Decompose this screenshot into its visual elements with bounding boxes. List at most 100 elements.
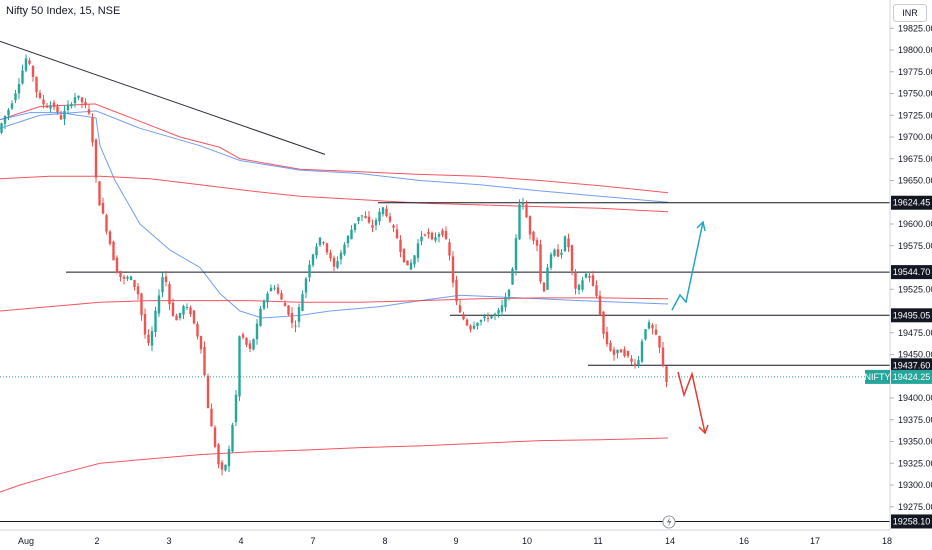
time-tick-label: 14: [665, 536, 675, 546]
candle-body: [514, 238, 518, 270]
last-price-label-bg: [891, 369, 932, 384]
candle-body: [507, 289, 511, 297]
last-price-label: 19424.25: [893, 372, 931, 382]
candle-body: [329, 252, 332, 259]
horizontal-levels: [0, 202, 890, 522]
candle-body: [73, 97, 77, 104]
candle-body: [595, 285, 598, 296]
time-tick-label: 9: [453, 536, 458, 546]
candle-body: [129, 276, 133, 280]
candle-body: [10, 103, 14, 109]
price-tick-label: 19300.00: [898, 480, 932, 490]
candle-body: [542, 282, 546, 292]
candle-body: [280, 293, 283, 300]
level-label-bg: [891, 195, 932, 210]
candle-body: [332, 257, 336, 267]
blue-ma-long: [0, 110, 669, 203]
candle-body: [654, 329, 658, 335]
candle-body: [458, 305, 462, 313]
candle-body: [325, 243, 329, 253]
candle-body: [217, 444, 220, 465]
candle-body: [647, 322, 651, 329]
candle-body: [182, 306, 185, 315]
blue-ma-short: [0, 112, 669, 319]
candle-body: [504, 297, 507, 308]
candle-body: [539, 244, 542, 282]
bullish-arrow-head: [696, 220, 706, 232]
candle-body: [430, 232, 434, 240]
price-tick-label: 19350.00: [898, 437, 932, 447]
bullish-arrow: [671, 221, 704, 311]
candle-body: [378, 211, 381, 222]
bearish-arrow-head: [698, 424, 709, 435]
candle-body: [357, 217, 360, 222]
candle-body: [290, 312, 294, 323]
candle-body: [581, 280, 584, 290]
projection-arrows: [671, 220, 709, 435]
candle-body: [122, 276, 126, 279]
candle-body: [339, 252, 343, 260]
candle-body: [150, 331, 154, 346]
currency-button[interactable]: INR: [893, 4, 927, 22]
candle-body: [28, 60, 31, 64]
candle-body: [87, 109, 91, 114]
level-label: 19258.10: [893, 516, 931, 526]
candle-body: [336, 261, 339, 268]
price-tick-label: 19825.00: [898, 23, 932, 33]
candle-body: [94, 139, 98, 178]
candle-body: [441, 230, 444, 236]
candle-body: [570, 245, 574, 271]
price-tick-label: 19600.00: [898, 219, 932, 229]
candle-body: [360, 215, 364, 217]
time-tick-label: Aug: [18, 536, 34, 546]
candle-body: [136, 286, 140, 295]
candle-body: [35, 76, 38, 93]
moving-average-lines: [0, 103, 669, 493]
level-label-bg: [891, 308, 932, 323]
candle-body: [21, 70, 24, 84]
candle-body: [577, 284, 581, 290]
price-tick-label: 19450.00: [898, 350, 932, 360]
candle-body: [311, 254, 315, 266]
candle-body: [0, 123, 3, 133]
downtrend-line: [0, 40, 326, 155]
level-label: 19624.45: [893, 198, 931, 208]
price-tick-label: 19700.00: [898, 132, 932, 142]
candle-body: [374, 220, 378, 226]
candle-body: [164, 276, 168, 283]
candle-body: [91, 117, 94, 143]
candle-body: [7, 109, 10, 116]
candle-body: [147, 334, 150, 344]
candle-body: [38, 92, 42, 99]
candle-body: [644, 329, 647, 340]
time-tick-label: 2: [94, 536, 99, 546]
candle-body: [14, 93, 17, 101]
candle-body: [346, 236, 350, 244]
candle-body: [70, 104, 73, 107]
candle-body: [353, 223, 357, 230]
price-tick-label: 19675.00: [898, 154, 932, 164]
candle-body: [322, 242, 325, 244]
candle-body: [626, 351, 630, 357]
candle-body: [591, 275, 595, 286]
candle-body: [640, 341, 644, 362]
candle-body: [465, 319, 469, 326]
candle-body: [161, 276, 164, 293]
candle-body: [175, 315, 178, 321]
candle-body: [574, 273, 577, 289]
candle-body: [651, 324, 654, 329]
time-tick-label: 10: [522, 536, 532, 546]
chart-title: Nifty 50 Index, 15, NSE: [6, 5, 121, 17]
candle-body: [168, 284, 171, 305]
price-axis: 19825.00 19800.00 19775.00 19750.00 19725.00…: [889, 0, 932, 530]
level-label-bg: [891, 514, 932, 529]
candle-body: [24, 58, 28, 71]
candle-body: [283, 303, 287, 307]
candle-body: [63, 110, 66, 120]
candle-body: [315, 246, 318, 256]
candle-body: [609, 342, 612, 351]
level-label: 19544.70: [893, 267, 931, 277]
red-ma-bottom: [0, 437, 669, 493]
red-ma-upper: [0, 103, 669, 194]
